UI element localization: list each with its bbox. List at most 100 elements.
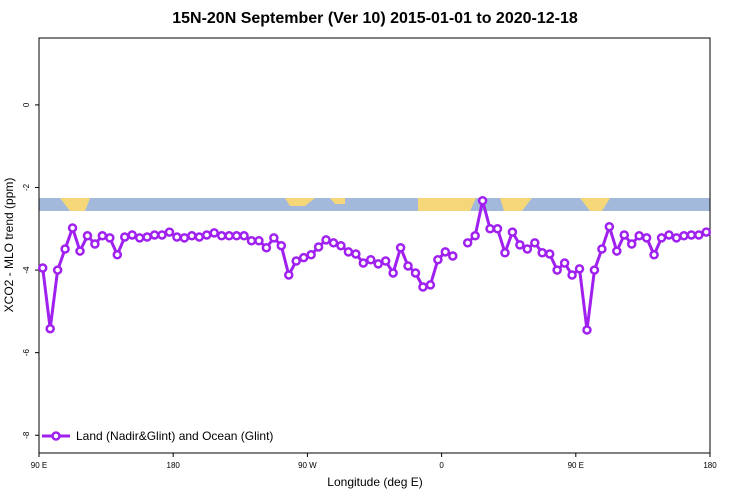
data-point: [671, 233, 682, 243]
data-point: [313, 242, 324, 252]
legend-marker: [51, 431, 61, 441]
data-point: [418, 282, 428, 292]
data-point: [216, 231, 227, 241]
data-point: [149, 230, 160, 240]
chart-title: 15N-20N September (Ver 10) 2015-01-01 to…: [172, 10, 578, 27]
data-point: [552, 265, 562, 275]
data-point: [403, 261, 413, 271]
data-point: [105, 233, 115, 243]
data-point: [679, 231, 689, 241]
data-point: [433, 254, 443, 265]
data-point: [209, 228, 219, 238]
x-axis-label: Longitude (deg E): [327, 475, 422, 489]
data-point: [351, 249, 361, 259]
y-tick-label: -4: [22, 266, 31, 274]
data-point: [544, 249, 555, 259]
data-point: [574, 264, 585, 274]
data-point: [582, 325, 592, 335]
data-point: [656, 233, 667, 243]
data-point: [395, 243, 406, 253]
x-tick-label: 90 E: [31, 461, 47, 470]
y-tick-label: -8: [22, 431, 31, 439]
data-point: [343, 247, 354, 257]
data-point: [537, 247, 547, 258]
data-point: [604, 221, 615, 232]
data-point: [194, 232, 205, 242]
data-point: [410, 268, 421, 278]
data-point: [52, 265, 63, 275]
data-point: [179, 233, 190, 243]
data-point: [589, 265, 600, 275]
data-point: [119, 232, 130, 242]
data-point: [306, 250, 316, 260]
data-point: [187, 231, 197, 241]
data-point: [112, 250, 123, 260]
x-tick-label: 90 E: [568, 461, 584, 470]
data-point: [97, 231, 108, 241]
x-tick-label: 180: [167, 461, 181, 470]
data-point: [67, 223, 78, 233]
plot-frame: [38, 37, 711, 454]
data-point: [90, 239, 100, 249]
y-tick-label: 0: [22, 102, 31, 107]
y-axis-label: XCO2 - MLO trend (ppm): [2, 178, 16, 313]
data-point: [477, 195, 488, 206]
data-point: [336, 240, 346, 251]
data-point: [440, 247, 451, 257]
data-point: [507, 227, 518, 237]
data-point: [37, 263, 48, 273]
data-point: [470, 231, 480, 241]
data-point: [500, 247, 510, 258]
data-point: [641, 233, 652, 243]
data-point: [164, 227, 175, 237]
data-point: [701, 227, 712, 237]
data-point: [172, 232, 182, 242]
data-point: [649, 250, 659, 260]
data-point: [298, 252, 309, 263]
data-point: [626, 239, 637, 249]
data-point: [634, 231, 644, 241]
data-point: [231, 231, 242, 241]
data-point: [492, 224, 503, 234]
data-point: [664, 230, 674, 240]
data-point: [366, 254, 376, 265]
data-point: [239, 231, 249, 241]
data-point: [567, 270, 577, 280]
legend: Land (Nadir&Glint) and Ocean (Glint): [42, 429, 273, 443]
y-tick-label: -6: [22, 349, 31, 357]
data-point: [380, 256, 391, 266]
data-point: [328, 238, 339, 248]
x-tick-label: 90 W: [298, 461, 317, 470]
data-point: [127, 230, 137, 240]
data-point: [246, 236, 257, 246]
data-point: [82, 231, 93, 241]
data-point: [530, 238, 540, 248]
data-point: [261, 243, 272, 253]
data-point: [373, 259, 383, 269]
data-point: [284, 270, 294, 280]
map-band: [39, 198, 710, 211]
data-point: [202, 230, 212, 240]
data-point: [597, 244, 607, 254]
data-point: [462, 238, 473, 248]
data-point: [559, 258, 570, 268]
data-point: [358, 258, 369, 268]
data-point: [134, 233, 145, 243]
data-point: [388, 268, 398, 278]
data-point: [291, 256, 301, 266]
data-point: [485, 224, 495, 234]
data-point: [157, 230, 167, 240]
data-point: [619, 230, 630, 240]
data-point: [276, 240, 287, 251]
data-point: [45, 323, 55, 334]
data-point: [515, 240, 525, 250]
legend-label: Land (Nadir&Glint) and Ocean (Glint): [76, 429, 273, 443]
x-tick-label: 0: [439, 461, 444, 470]
data-point: [254, 236, 264, 246]
data-point: [448, 251, 458, 261]
data-point: [269, 233, 279, 243]
y-tick-label: -2: [22, 183, 31, 191]
data-point: [522, 244, 533, 254]
data-point: [694, 230, 704, 240]
